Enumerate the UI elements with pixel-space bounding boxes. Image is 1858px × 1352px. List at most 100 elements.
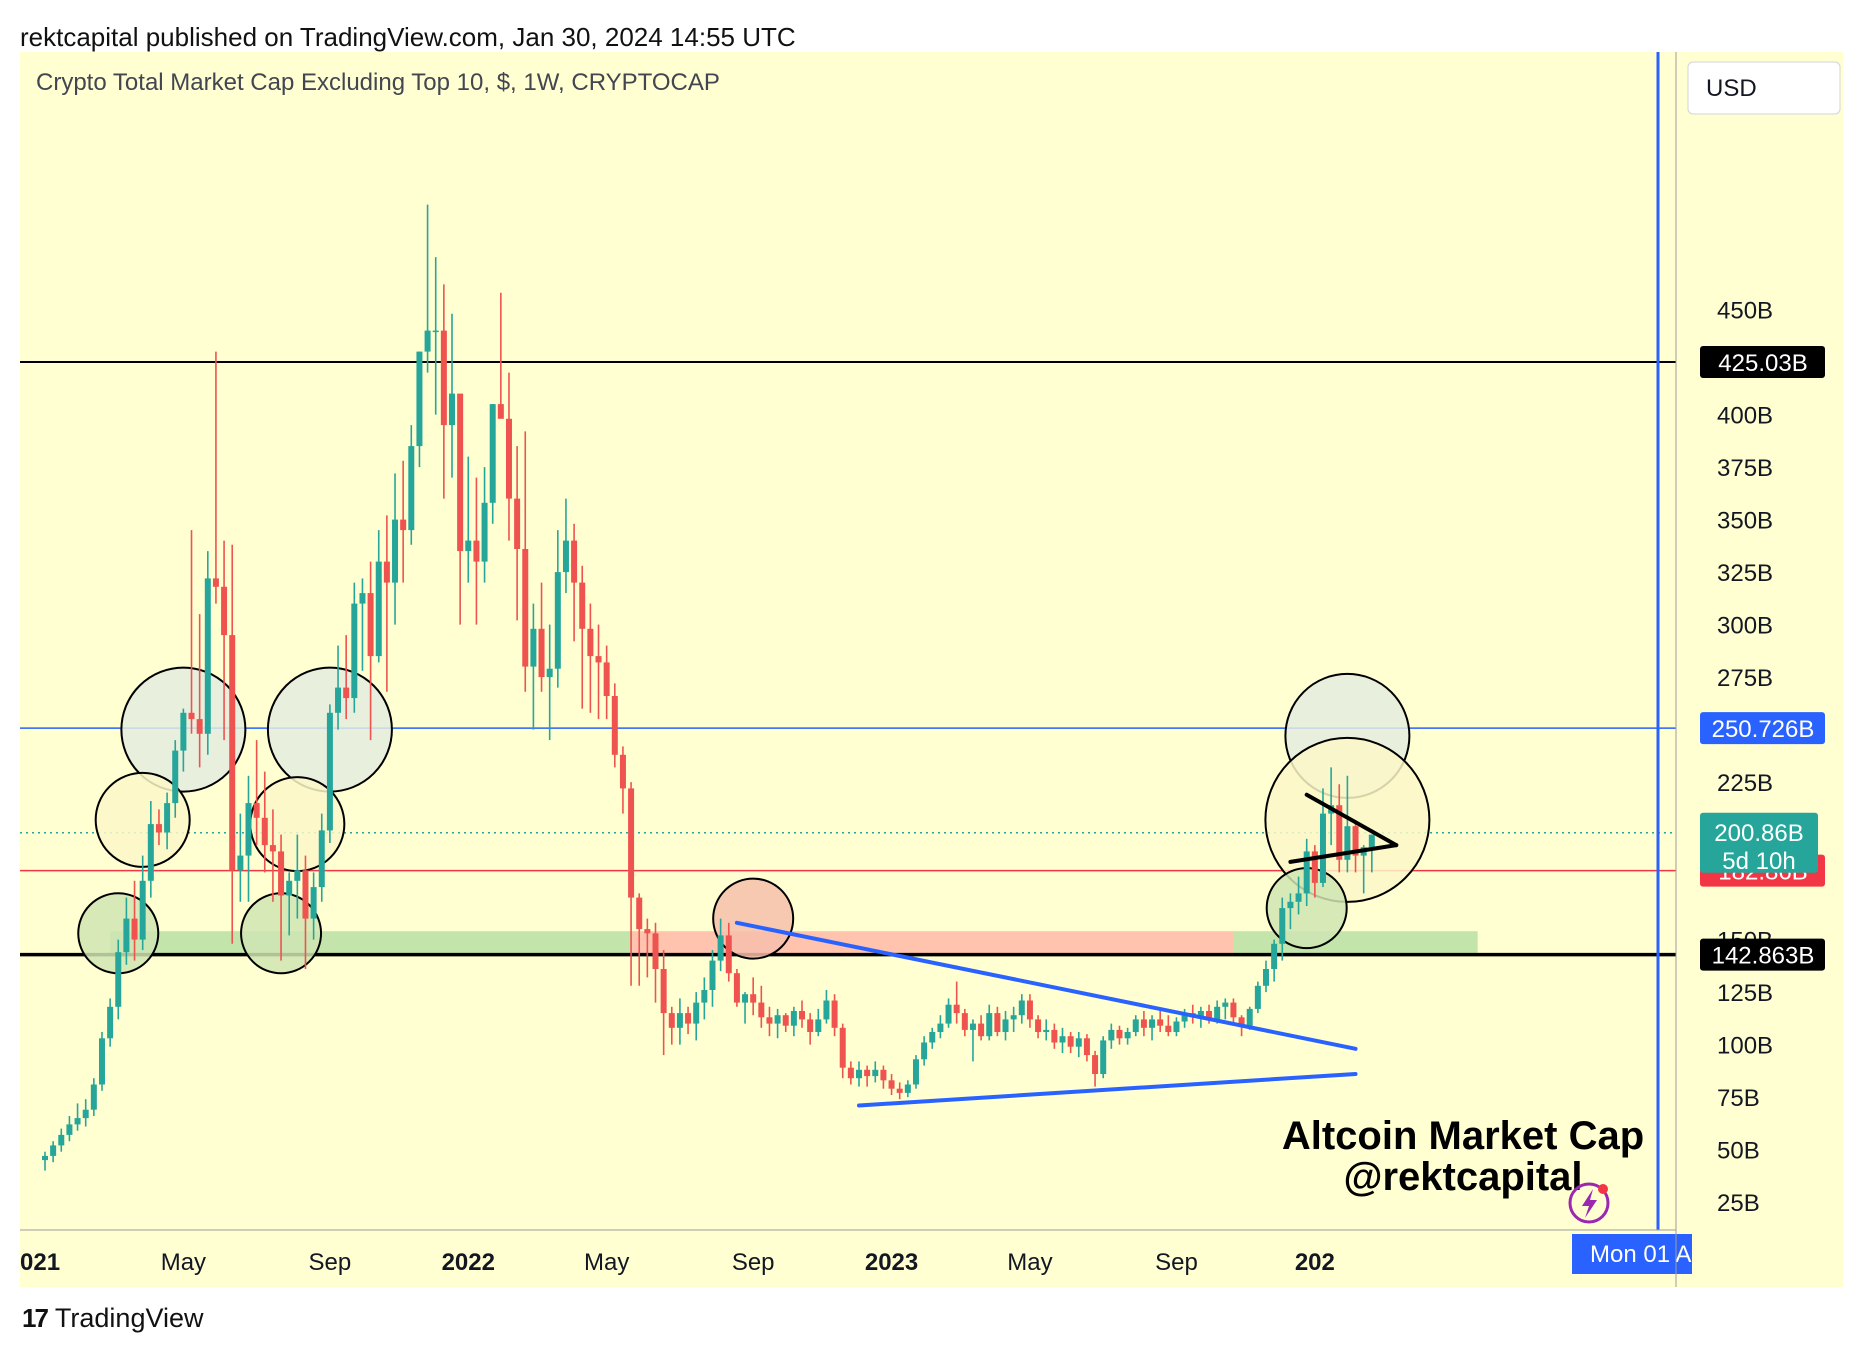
trendline-3 xyxy=(1288,843,1399,864)
candle-78 xyxy=(676,998,683,1045)
x-tick-label-1: May xyxy=(161,1249,206,1276)
candle-body xyxy=(1222,1002,1229,1007)
candle-27 xyxy=(261,771,268,873)
candle-body xyxy=(742,994,749,1003)
candle-body xyxy=(1254,985,1261,1009)
candle-135 xyxy=(1140,1011,1147,1037)
candle-body xyxy=(383,561,390,583)
candle-body xyxy=(212,578,219,587)
candle-body xyxy=(473,540,480,562)
candle-90 xyxy=(774,1008,781,1039)
candle-38 xyxy=(351,582,358,713)
candle-body xyxy=(807,1019,814,1032)
candle-body xyxy=(693,1002,700,1024)
candle-69 xyxy=(603,645,610,720)
candle-130 xyxy=(1100,1036,1107,1079)
y-tick-label-6: 275B xyxy=(1717,665,1773,692)
candle-body xyxy=(562,540,569,573)
currency-button-label[interactable]: USD xyxy=(1706,75,1757,102)
candle-104 xyxy=(888,1074,895,1095)
lightning-badge-icon[interactable] xyxy=(1568,1182,1610,1224)
candle-body xyxy=(367,593,374,657)
candle-body xyxy=(1287,901,1294,909)
candle-body xyxy=(986,1013,993,1037)
chart-title: Crypto Total Market Cap Excluding Top 10… xyxy=(36,69,720,96)
axis-corner xyxy=(1693,1230,1843,1287)
candle-149 xyxy=(1254,981,1261,1014)
candle-108 xyxy=(921,1036,928,1066)
x-tick-label-0: 021 xyxy=(20,1249,60,1276)
candle-body xyxy=(880,1069,887,1081)
currency-button[interactable]: USD xyxy=(1687,61,1841,115)
candle-145 xyxy=(1222,998,1229,1020)
candle-body xyxy=(904,1084,911,1093)
candle-body xyxy=(1368,834,1375,848)
level-badge-3-bg xyxy=(1700,938,1825,971)
candle-body xyxy=(115,952,122,1007)
candle-body xyxy=(66,1124,73,1135)
tradingview-logo[interactable]: 17 TradingView xyxy=(22,1303,204,1334)
candle-80 xyxy=(693,992,700,1041)
candle-body xyxy=(1018,1000,1025,1016)
candle-body xyxy=(782,1015,789,1026)
candle-body xyxy=(164,803,171,833)
candle-body xyxy=(636,897,643,930)
candle-23 xyxy=(229,544,236,944)
candle-146 xyxy=(1230,998,1237,1024)
candle-body xyxy=(1279,908,1286,944)
candle-body xyxy=(660,969,667,1014)
level-badge-1-bg xyxy=(1700,712,1825,745)
candle-body xyxy=(131,918,138,940)
candle-body xyxy=(416,351,423,447)
candle-body xyxy=(571,540,578,583)
candle-body xyxy=(147,824,154,881)
price-chart[interactable]: 450B400B375B350B325B300B275B225B150B125B… xyxy=(20,52,1843,1287)
level-badge-3: 142.863B xyxy=(1712,943,1815,970)
candle-5 xyxy=(82,1099,89,1127)
y-tick-label-9: 125B xyxy=(1717,980,1773,1007)
candle-133 xyxy=(1124,1027,1131,1045)
candle-11 xyxy=(131,880,138,961)
candle-129 xyxy=(1092,1050,1099,1087)
candle-126 xyxy=(1067,1032,1074,1053)
candle-body xyxy=(701,990,708,1003)
candle-body xyxy=(1165,1025,1172,1032)
candle-56 xyxy=(497,292,504,419)
candle-body xyxy=(400,519,407,531)
chart-frame[interactable]: 450B400B375B350B325B300B275B225B150B125B… xyxy=(20,52,1843,1287)
candle-122 xyxy=(1035,1015,1042,1039)
candle-9 xyxy=(115,939,122,1020)
candle-body xyxy=(123,918,130,953)
chart-watermark: Altcoin Market Cap @rektcapital xyxy=(1282,1114,1644,1199)
y-tick-label-4: 325B xyxy=(1717,560,1773,587)
candle-20 xyxy=(204,551,211,755)
candle-body xyxy=(1173,1021,1180,1032)
candle-79 xyxy=(685,1006,692,1035)
candle-body xyxy=(50,1145,57,1156)
candle-159 xyxy=(1336,784,1343,873)
candle-body xyxy=(929,1032,936,1043)
candle-61 xyxy=(538,582,545,692)
candle-72 xyxy=(628,782,635,986)
candle-46 xyxy=(416,351,423,468)
candle-40 xyxy=(367,561,374,741)
candle-body xyxy=(42,1155,48,1161)
candle-body xyxy=(1214,1006,1221,1020)
level-badge-1: 250.726B xyxy=(1712,716,1815,743)
candle-body xyxy=(1230,1002,1237,1018)
candle-74 xyxy=(644,918,651,978)
candle-body xyxy=(440,330,447,426)
candle-125 xyxy=(1059,1027,1066,1053)
candle-51 xyxy=(457,393,464,625)
candle-body xyxy=(864,1069,871,1077)
candle-body xyxy=(595,656,602,663)
candle-body xyxy=(1100,1040,1107,1074)
candle-100 xyxy=(856,1061,862,1087)
candle-8 xyxy=(107,998,114,1047)
level-badge-0-bg xyxy=(1700,346,1825,379)
x-tick-label-4: May xyxy=(584,1249,629,1276)
candle-98 xyxy=(839,1023,846,1079)
candle-body xyxy=(155,824,162,833)
candle-87 xyxy=(750,977,757,1016)
candle-42 xyxy=(383,515,390,692)
